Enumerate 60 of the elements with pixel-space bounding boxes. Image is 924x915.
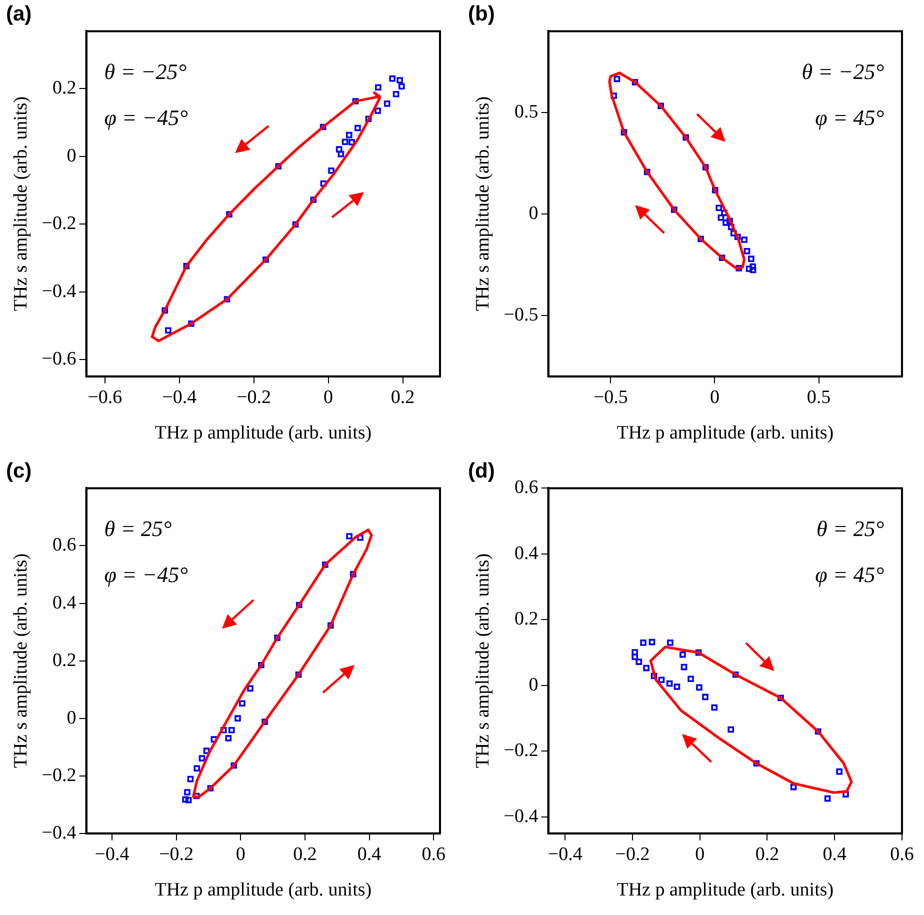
- chart-title: (c): [6, 459, 32, 482]
- y-tick-label: 0.4: [514, 542, 539, 564]
- annotation: φ = 45°: [815, 104, 884, 130]
- y-tick-label: −0.5: [504, 304, 538, 326]
- annotation: θ = −25°: [802, 58, 884, 84]
- y-tick-label: 0: [528, 674, 538, 696]
- x-tick-label: −0.4: [162, 386, 198, 408]
- x-tick-label: −0.4: [548, 844, 583, 865]
- annotation: φ = −45°: [104, 562, 188, 587]
- y-tick-label: −0.2: [504, 740, 538, 762]
- x-tick-label: 0.2: [390, 386, 415, 408]
- y-axis-title: THz s amplitude (arb. units): [10, 96, 32, 312]
- x-tick-label: 0.6: [422, 844, 446, 865]
- chart-title: (b): [468, 2, 495, 26]
- x-tick-label: −0.4: [94, 844, 130, 865]
- annotation: θ = 25°: [816, 516, 884, 541]
- y-tick-label: −0.2: [42, 764, 76, 786]
- x-tick-label: 0: [236, 844, 246, 865]
- x-tick-label: 0: [710, 386, 720, 408]
- y-tick-label: 0: [66, 145, 76, 166]
- x-tick-label: 0.4: [357, 844, 382, 865]
- y-tick-label: −0.4: [504, 806, 539, 827]
- y-tick-label: −0.4: [42, 822, 77, 844]
- x-tick-label: 0.2: [755, 844, 780, 865]
- y-tick-label: 0: [66, 707, 76, 728]
- x-tick-label: 0: [695, 844, 705, 865]
- x-axis-title: THz p amplitude (arb. units): [616, 880, 834, 901]
- x-tick-label: 0.6: [890, 844, 914, 865]
- y-tick-label: 0: [528, 202, 538, 224]
- chart-title: (d): [468, 459, 495, 482]
- x-axis-title: THz p amplitude (arb. units): [616, 422, 834, 444]
- y-axis-title: THz s amplitude (arb. units): [10, 553, 32, 768]
- x-axis-title: THz p amplitude (arb. units): [154, 422, 372, 444]
- y-tick-label: 0.2: [514, 608, 538, 630]
- y-tick-label: 0.6: [514, 477, 538, 498]
- x-tick-label: −0.2: [159, 844, 194, 865]
- y-axis-title: THz s amplitude (arb. units): [472, 553, 494, 768]
- annotation: φ = 45°: [815, 562, 884, 587]
- y-tick-label: −0.6: [42, 348, 76, 370]
- x-tick-label: 0.5: [806, 386, 831, 408]
- chart-title: (a): [6, 2, 32, 26]
- y-tick-label: 0.2: [52, 78, 76, 99]
- y-tick-label: −0.2: [42, 213, 76, 234]
- x-tick-label: −0.5: [593, 386, 628, 408]
- y-tick-label: 0.5: [514, 101, 538, 122]
- x-tick-label: −0.6: [88, 386, 122, 408]
- y-tick-label: −0.4: [42, 280, 77, 302]
- x-tick-label: −0.2: [236, 386, 272, 408]
- y-tick-label: 0.4: [52, 592, 77, 614]
- annotation: θ = 25°: [104, 516, 172, 541]
- x-tick-label: 0.4: [822, 844, 847, 865]
- y-axis-title: THz s amplitude (arb. units): [472, 96, 494, 312]
- annotation: θ = −25°: [104, 58, 187, 84]
- annotation: φ = −45°: [104, 104, 188, 130]
- y-tick-label: 0.2: [52, 650, 76, 671]
- y-tick-label: 0.6: [52, 534, 76, 556]
- x-tick-label: 0: [324, 386, 334, 408]
- x-tick-label: −0.2: [615, 844, 650, 865]
- x-axis-title: THz p amplitude (arb. units): [154, 880, 372, 901]
- x-tick-label: 0.2: [293, 844, 317, 865]
